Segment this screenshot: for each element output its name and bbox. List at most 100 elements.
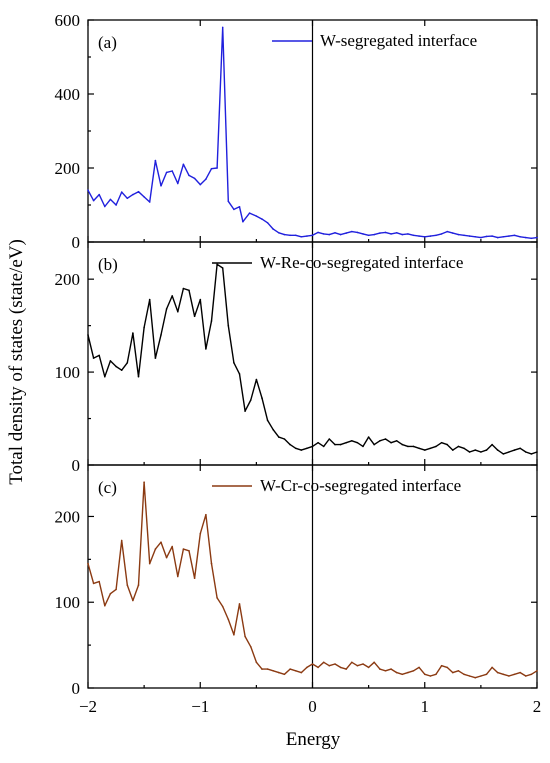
data-point [205, 348, 207, 350]
data-point [115, 365, 117, 368]
data-point [317, 231, 319, 234]
data-point [311, 234, 314, 237]
data-point [395, 232, 398, 234]
data-point [429, 235, 432, 237]
data-point [468, 675, 471, 677]
data-point [496, 671, 499, 674]
data-point [334, 232, 336, 234]
data-point [435, 673, 437, 676]
data-point [143, 481, 145, 484]
data-point [210, 562, 213, 565]
data-point [205, 178, 207, 180]
data-point [199, 532, 202, 535]
data-point [508, 675, 510, 677]
data-point [120, 191, 123, 193]
data-point [227, 200, 230, 203]
data-point [216, 263, 218, 266]
data-point [132, 599, 134, 602]
data-point [480, 451, 482, 453]
panel-label: (c) [98, 478, 117, 497]
data-point [468, 235, 471, 237]
legend-label: W-segregated interface [320, 31, 477, 50]
data-point [322, 233, 325, 235]
data-point [248, 212, 251, 214]
data-point [356, 231, 359, 234]
data-point [525, 451, 527, 453]
data-point [92, 582, 95, 585]
data-point [440, 233, 443, 235]
data-point [120, 369, 123, 372]
data-point [238, 206, 241, 208]
data-point [311, 445, 314, 448]
data-point [148, 201, 151, 203]
data-point [345, 441, 348, 444]
data-point [384, 231, 387, 234]
data-point [294, 447, 297, 450]
data-point [193, 577, 196, 579]
data-point [463, 234, 465, 237]
panel-1: 0 200 400 600 (a) W-segregated interface [55, 11, 538, 252]
data-point [120, 539, 123, 542]
data-point [250, 399, 252, 401]
data-point [283, 438, 286, 440]
data-point [250, 646, 252, 648]
data-point [407, 233, 409, 235]
data-point [418, 666, 420, 669]
data-point [322, 661, 325, 664]
data-point [536, 670, 538, 672]
y-tick-label: 0 [72, 679, 81, 698]
data-point [362, 663, 364, 665]
data-point [221, 605, 224, 608]
panel-2: 0 100 200 (b) W-Re-co-segregated interface [55, 241, 538, 475]
data-point [485, 449, 488, 451]
data-point [412, 234, 415, 237]
data-point [407, 445, 409, 448]
data-point [98, 354, 100, 357]
data-point [418, 235, 420, 237]
data-point [384, 670, 387, 672]
data-point [188, 174, 190, 177]
data-point [412, 445, 415, 448]
data-point [474, 676, 477, 679]
data-point [339, 233, 342, 236]
data-point [148, 298, 151, 301]
data-point [165, 171, 168, 174]
data-point [177, 182, 179, 185]
data-point [115, 588, 117, 591]
data-point [508, 451, 510, 453]
data-point [109, 360, 112, 362]
data-point [210, 167, 213, 170]
data-point [356, 664, 359, 667]
data-point [188, 550, 190, 552]
data-point [536, 236, 538, 239]
data-point [412, 670, 415, 672]
data-point [92, 199, 95, 202]
data-point [171, 295, 173, 297]
data-point [424, 449, 426, 451]
data-point [519, 671, 521, 674]
data-point [137, 584, 140, 586]
data-point [446, 666, 449, 669]
data-point [261, 218, 263, 220]
data-point [160, 541, 162, 543]
data-point [362, 445, 364, 448]
data-point [519, 447, 521, 450]
data-point [289, 443, 291, 446]
data-point [132, 193, 134, 196]
x-tick-label: 0 [308, 697, 317, 716]
data-point [502, 236, 505, 238]
data-point [244, 410, 246, 412]
data-point [266, 419, 269, 422]
data-point [463, 447, 465, 450]
data-point [373, 443, 376, 446]
data-point [278, 671, 280, 674]
legend-label: W-Re-co-segregated interface [260, 253, 463, 272]
data-point [233, 634, 235, 636]
data-point [300, 449, 303, 451]
data-point [530, 673, 533, 676]
data-point [452, 232, 454, 234]
data-point [278, 436, 280, 438]
data-point [306, 666, 308, 669]
data-point [182, 548, 185, 550]
data-point [160, 334, 162, 336]
